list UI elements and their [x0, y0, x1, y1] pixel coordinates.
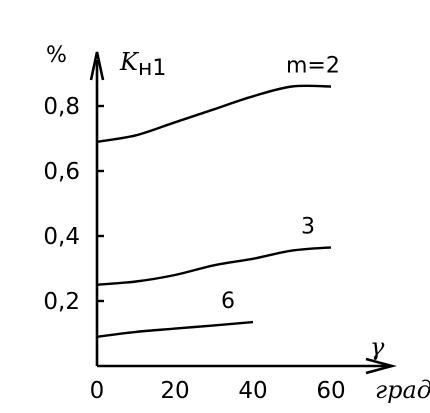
x-tick-label-0: 0	[90, 378, 105, 404]
x-axis-arrow	[365, 357, 398, 375]
series-line-2	[96, 320, 254, 338]
y-axis-arrow	[89, 51, 105, 81]
series-label-0: m=2	[286, 54, 340, 79]
y-axis-symbol-subscript: н1	[138, 56, 166, 81]
series-line-0	[96, 84, 332, 143]
x-tick-label-1: 20	[160, 378, 189, 404]
series-label-2: 6	[221, 289, 235, 314]
y-axis-symbol-label: K	[119, 48, 140, 76]
x-axis-unit-label: град	[375, 376, 430, 404]
y-tick-label-1: 0,4	[43, 224, 80, 250]
y-tick-label-3: 0,8	[43, 94, 80, 120]
x-axis-symbol-label: γ	[370, 333, 385, 361]
series-line-1	[96, 246, 332, 286]
y-tick-label-2: 0,6	[43, 159, 80, 185]
x-tick-label-2: 40	[238, 378, 267, 404]
series-label-1: 3	[301, 214, 315, 239]
y-axis-unit-label: %	[46, 43, 67, 68]
x-tick-label-3: 60	[316, 378, 345, 404]
y-tick-label-0: 0,2	[43, 289, 80, 315]
